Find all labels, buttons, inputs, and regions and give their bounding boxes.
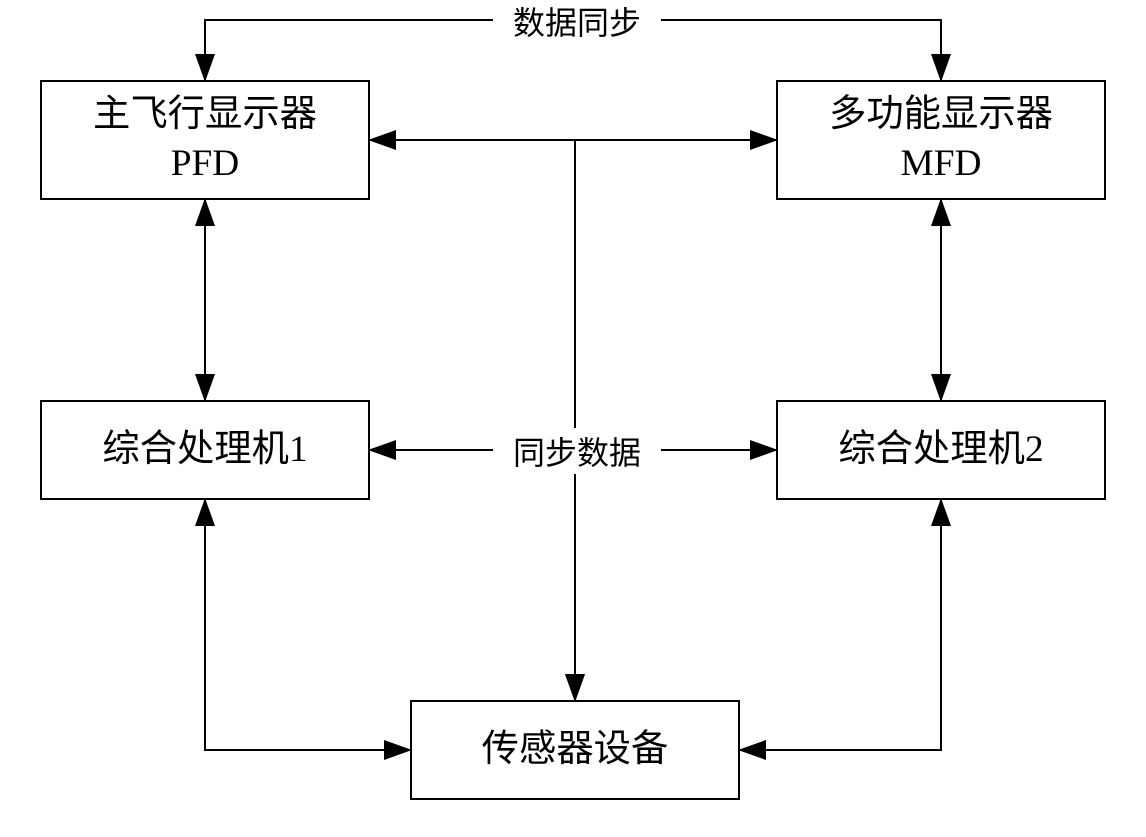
node-proc1-label: 综合处理机1	[102, 426, 307, 475]
edge-label-middle-sync: 同步数据	[493, 428, 661, 474]
diagram-canvas: 主飞行显示器 PFD 多功能显示器 MFD 综合处理机1 综合处理机2 传感器设…	[0, 0, 1146, 837]
node-sensor-label: 传感器设备	[482, 726, 669, 775]
node-mfd-label-line2: MFD	[829, 140, 1053, 189]
node-proc2: 综合处理机2	[776, 400, 1106, 500]
node-mfd: 多功能显示器 MFD	[776, 80, 1106, 200]
node-proc1: 综合处理机1	[40, 400, 370, 500]
node-mfd-label-line1: 多功能显示器	[829, 91, 1053, 140]
node-pfd: 主飞行显示器 PFD	[40, 80, 370, 200]
node-pfd-label-line1: 主飞行显示器	[93, 91, 317, 140]
node-sensor: 传感器设备	[410, 700, 740, 800]
node-pfd-label-line2: PFD	[93, 140, 317, 189]
edge-label-top-sync: 数据同步	[493, 0, 661, 44]
node-proc2-label: 综合处理机2	[838, 426, 1043, 475]
